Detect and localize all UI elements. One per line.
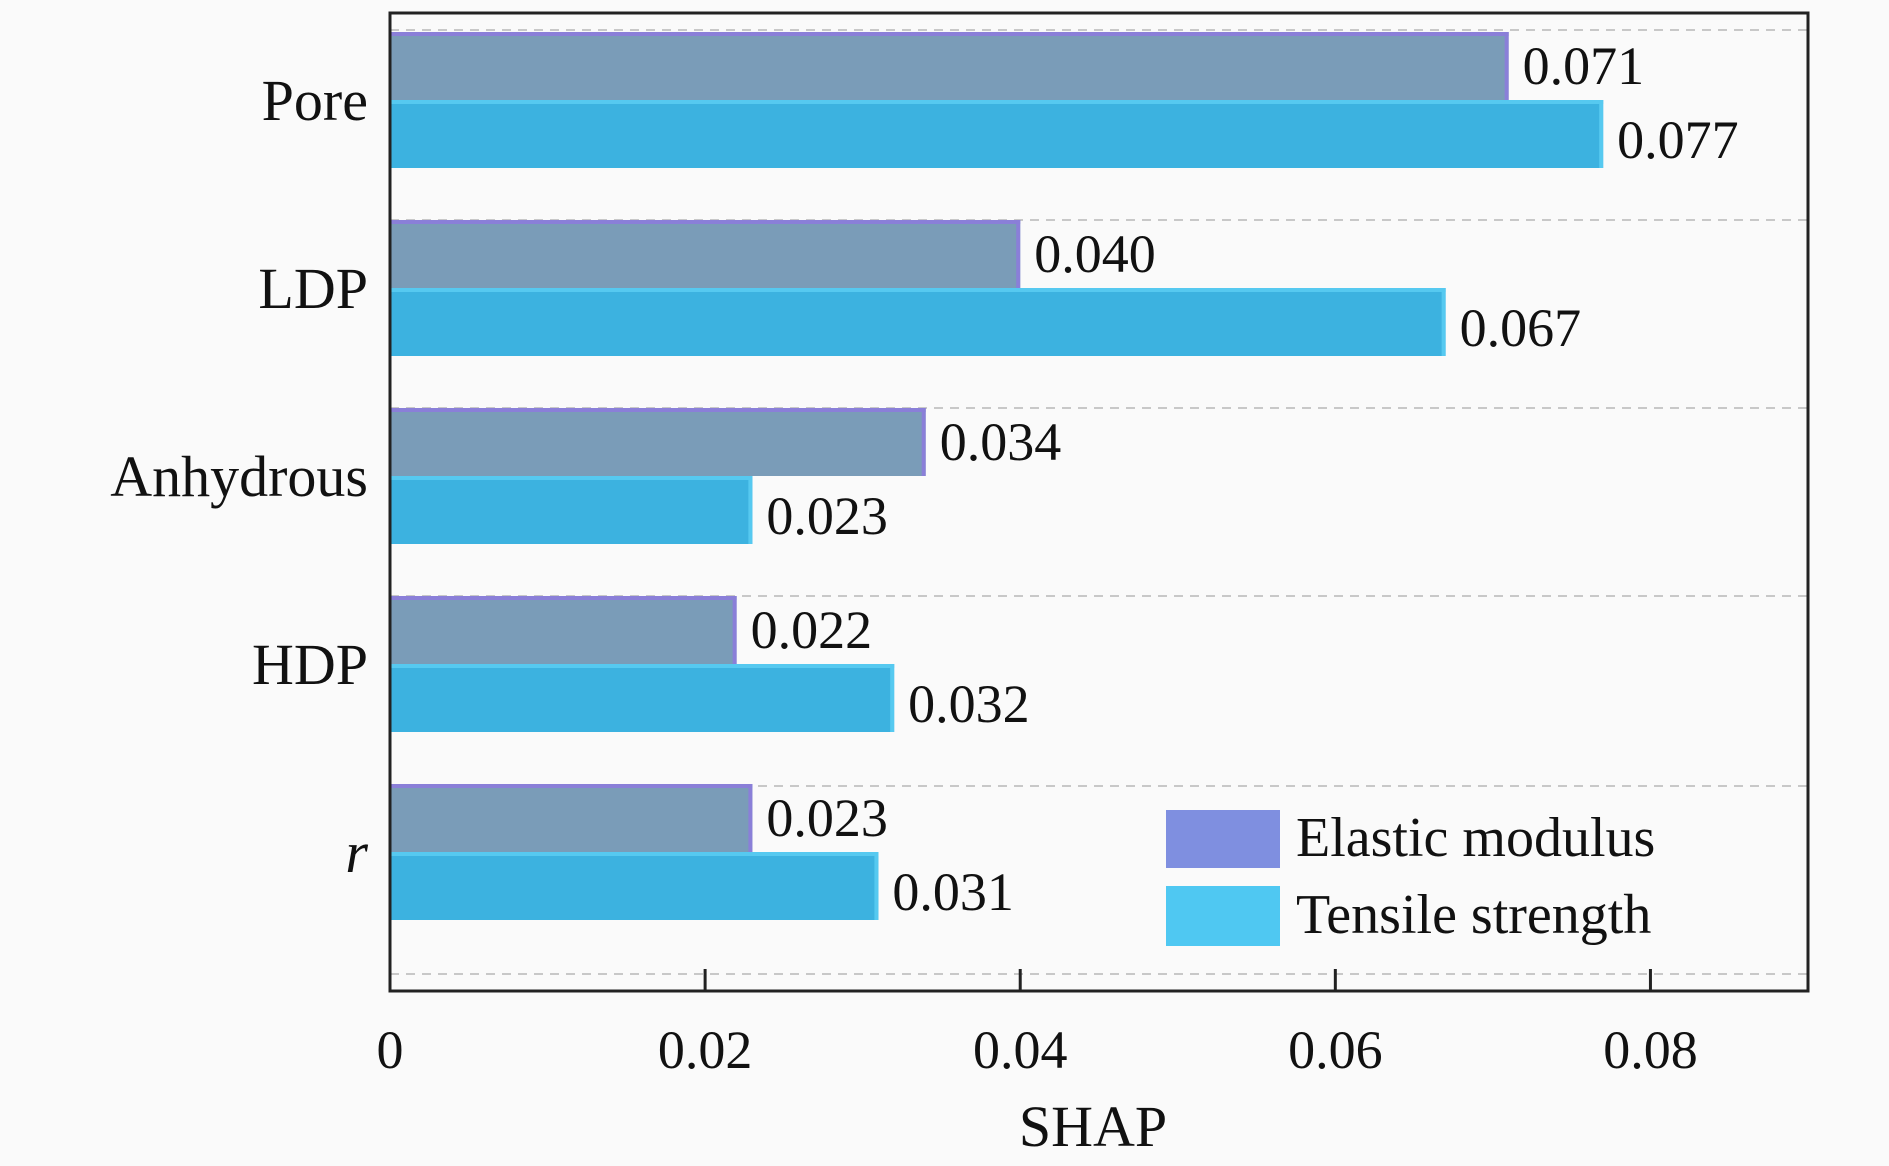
bar-elastic-modulus-anhydrous [390, 408, 926, 476]
bar-elastic-modulus-ldp [390, 220, 1021, 288]
data-label-tensile-strength-ldp: 0.067 [1460, 298, 1582, 358]
bar-tensile-strength-anhydrous [390, 476, 753, 544]
bar-edge-tensile-strength-r [390, 852, 879, 856]
bar-end-tensile-strength-r [874, 852, 879, 920]
x-tick-label: 0 [377, 1020, 404, 1080]
data-label-elastic-modulus-hdp: 0.022 [751, 600, 873, 660]
bar-end-elastic-modulus-r [748, 784, 753, 852]
data-label-elastic-modulus-anhydrous: 0.034 [940, 412, 1062, 472]
bar-edge-tensile-strength-hdp [390, 664, 895, 668]
bar-edge-tensile-strength-pore [390, 100, 1604, 104]
bars-layer [390, 32, 1604, 920]
x-tick-label: 0.02 [658, 1020, 753, 1080]
category-label-anhydrous: Anhydrous [110, 444, 368, 509]
bar-end-elastic-modulus-ldp [1016, 220, 1021, 288]
data-label-elastic-modulus-pore: 0.071 [1523, 36, 1645, 96]
grid-layer [390, 29, 1808, 975]
data-label-elastic-modulus-r: 0.023 [766, 788, 888, 848]
data-label-elastic-modulus-ldp: 0.040 [1034, 224, 1156, 284]
bar-elastic-modulus-pore [390, 32, 1509, 100]
bar-edge-tensile-strength-anhydrous [390, 476, 753, 480]
data-labels: 0.071 0.077 0.040 0.067 0.034 0.023 0.022 0.032… [751, 36, 1739, 922]
y-axis-category-labels: Pore LDP Anhydrous HDP r [110, 68, 368, 885]
bar-edge-elastic-modulus-pore [390, 32, 1509, 36]
bar-tensile-strength-pore [390, 100, 1604, 168]
bar-tensile-strength-hdp [390, 664, 895, 732]
bar-edge-elastic-modulus-r [390, 784, 753, 788]
bar-end-tensile-strength-pore [1599, 100, 1604, 168]
category-label-ldp: LDP [258, 256, 368, 321]
data-label-tensile-strength-anhydrous: 0.023 [766, 486, 888, 546]
category-label-pore: Pore [262, 68, 368, 133]
legend-swatch-tensile-strength [1166, 886, 1280, 946]
bar-edge-tensile-strength-ldp [390, 288, 1446, 292]
bar-edge-elastic-modulus-hdp [390, 596, 737, 600]
bar-elastic-modulus-hdp [390, 596, 737, 664]
legend-label-tensile-strength: Tensile strength [1296, 884, 1651, 946]
data-label-tensile-strength-pore: 0.077 [1617, 110, 1739, 170]
plot-frame [388, 11, 1810, 993]
legend-label-elastic-modulus: Elastic modulus [1296, 807, 1655, 869]
bar-tensile-strength-r [390, 852, 879, 920]
bar-tensile-strength-ldp [390, 288, 1446, 356]
bar-end-tensile-strength-anhydrous [748, 476, 753, 544]
category-label-r: r [345, 820, 368, 885]
x-tick-label: 0.04 [973, 1020, 1068, 1080]
bar-end-tensile-strength-ldp [1441, 288, 1446, 356]
bar-end-elastic-modulus-hdp [732, 596, 737, 664]
data-label-tensile-strength-hdp: 0.032 [908, 674, 1029, 734]
x-tick-label: 0.08 [1603, 1020, 1698, 1080]
legend-swatch-elastic-modulus [1166, 810, 1280, 868]
bar-end-elastic-modulus-pore [1504, 32, 1509, 100]
bar-edge-elastic-modulus-anhydrous [390, 408, 926, 412]
bar-end-elastic-modulus-anhydrous [921, 408, 926, 476]
x-axis-title: SHAP [1019, 1094, 1167, 1159]
bar-elastic-modulus-r [390, 784, 753, 852]
category-label-hdp: HDP [252, 632, 368, 697]
bar-edge-elastic-modulus-ldp [390, 220, 1021, 224]
x-tick-label: 0.06 [1288, 1020, 1383, 1080]
bar-end-tensile-strength-hdp [890, 664, 895, 732]
x-axis: 0 0.02 0.04 0.06 0.08 [377, 969, 1698, 1080]
legend: Elastic modulus Tensile strength [1166, 807, 1655, 946]
data-label-tensile-strength-r: 0.031 [892, 862, 1014, 922]
